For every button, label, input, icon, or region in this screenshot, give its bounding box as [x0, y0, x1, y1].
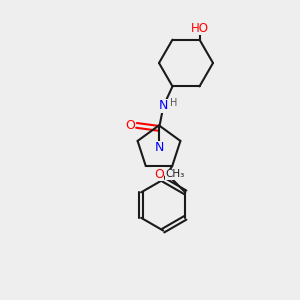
- Text: O: O: [125, 119, 135, 132]
- Text: N: N: [159, 99, 168, 112]
- Text: H: H: [170, 98, 178, 108]
- Text: HO: HO: [190, 22, 208, 35]
- Text: O: O: [154, 168, 164, 181]
- Text: N: N: [154, 141, 164, 154]
- Text: CH₃: CH₃: [166, 169, 185, 179]
